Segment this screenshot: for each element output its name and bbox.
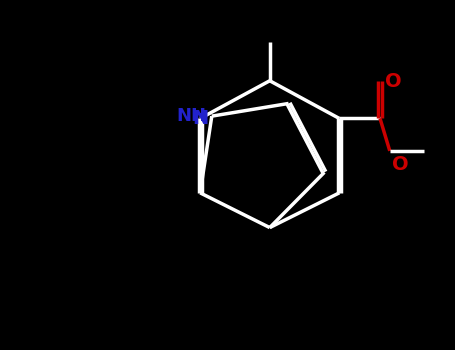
Text: O: O (392, 155, 409, 174)
Text: NH: NH (177, 107, 207, 125)
Text: N: N (192, 109, 208, 128)
Text: O: O (384, 72, 401, 91)
